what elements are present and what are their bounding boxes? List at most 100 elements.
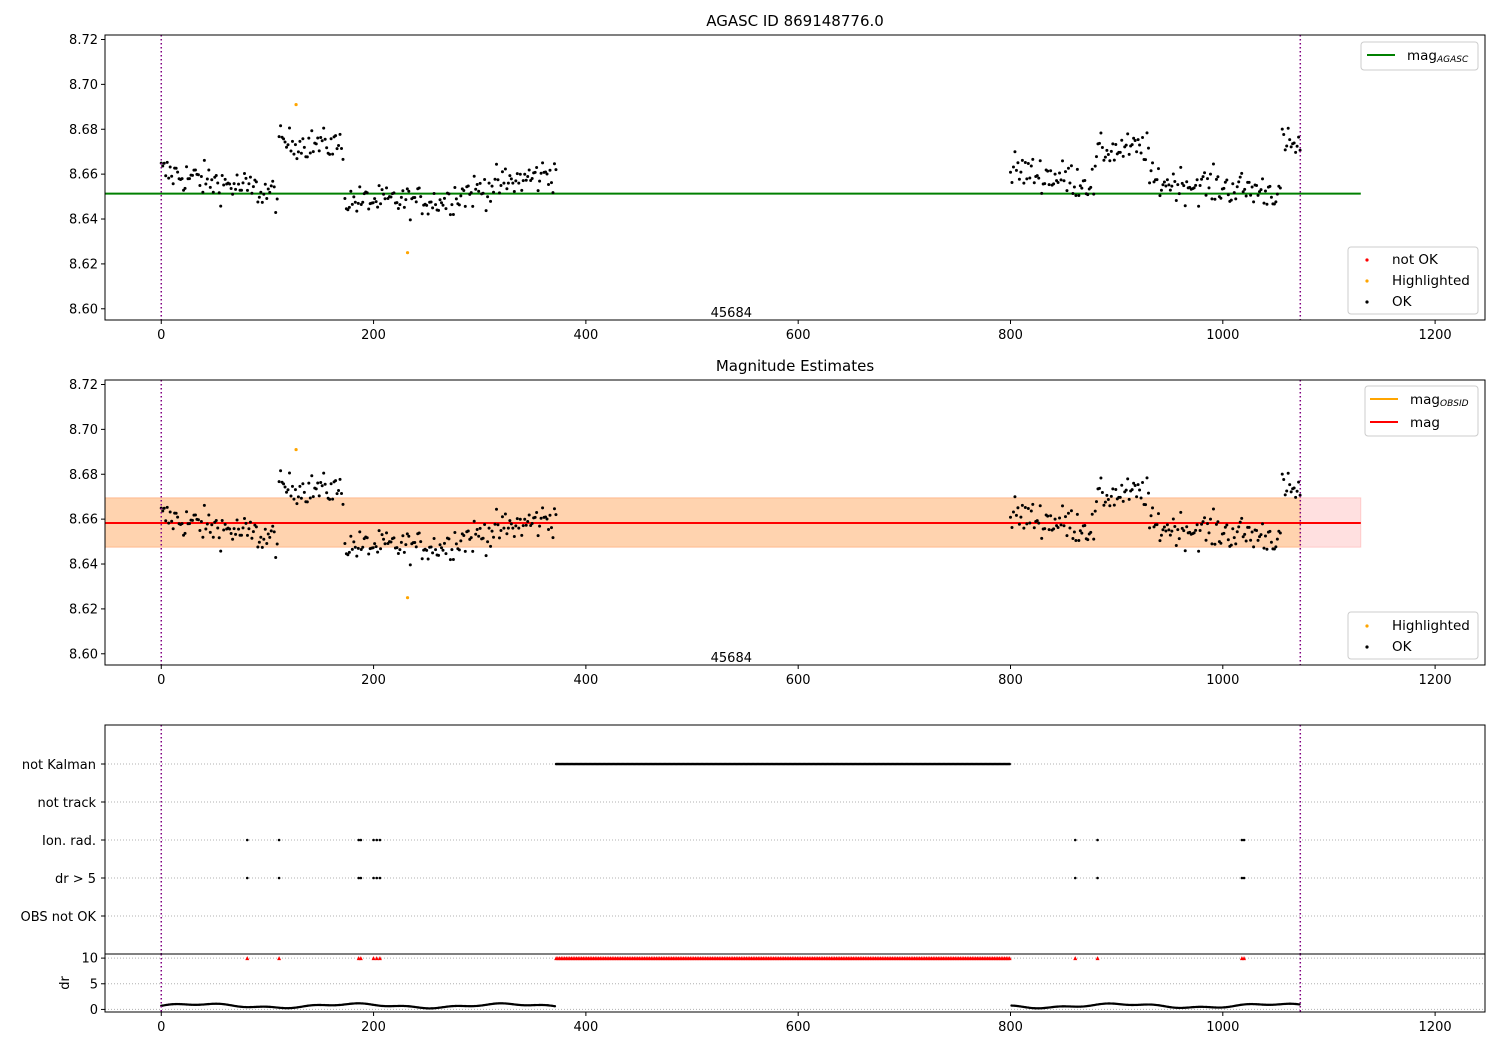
agasc-ok-point	[1010, 181, 1014, 185]
estimates-panel: Magnitude Estimates 0 200 400 600 800 1000 120…	[69, 357, 1486, 688]
estimates-ok-point	[1232, 536, 1236, 540]
agasc-ok-point	[1165, 178, 1169, 182]
estimates-x-tick-label: 600	[786, 673, 811, 688]
agasc-ok-point	[240, 188, 244, 192]
estimates-ok-point	[202, 503, 206, 507]
agasc-ok-point	[1144, 158, 1148, 162]
agasc-ok-point	[1090, 167, 1094, 171]
agasc-ok-point	[1074, 194, 1078, 198]
estimates-ok-point	[1047, 528, 1051, 532]
estimates-ok-point	[320, 484, 324, 488]
agasc-ok-point	[358, 185, 362, 189]
estimates-ok-point	[1061, 504, 1065, 508]
agasc-ok-point	[207, 168, 211, 172]
agasc-ok-point	[335, 147, 339, 151]
agasc-ok-point	[1099, 131, 1103, 135]
agasc-ok-point	[340, 146, 344, 150]
estimates-ok-point	[1292, 486, 1296, 490]
estimates-ok-point	[414, 545, 418, 549]
estimates-ok-point	[420, 557, 424, 561]
estimates-ok-point	[1177, 537, 1181, 541]
estimates-ok-point	[176, 515, 180, 519]
estimates-ok-point	[1226, 538, 1230, 542]
agasc-ok-point	[538, 179, 542, 183]
flags-flag-point	[245, 838, 249, 842]
estimates-ok-point	[492, 535, 496, 539]
agasc-x-tick-label: 0	[157, 328, 165, 343]
estimates-ok-point	[1028, 521, 1032, 525]
estimates-ok-point	[308, 496, 312, 500]
agasc-ok-point	[1049, 169, 1053, 173]
agasc-ok-point	[211, 190, 215, 194]
flags-y-tick-label: OBS not OK	[21, 910, 97, 925]
estimates-ok-point	[444, 552, 448, 556]
svg-text:magOBSID: magOBSID	[1410, 392, 1469, 409]
estimates-ok-point	[242, 517, 246, 521]
agasc-ok-point	[268, 190, 272, 194]
agasc-ok-point	[489, 199, 493, 203]
agasc-ok-point	[1083, 179, 1087, 183]
agasc-ok-point	[1249, 193, 1253, 197]
agasc-ok-point	[355, 209, 359, 213]
flags-flag-point	[357, 876, 361, 880]
estimates-ok-point	[483, 522, 487, 526]
agasc-ok-point	[1040, 191, 1044, 195]
agasc-ok-point	[1020, 158, 1024, 162]
estimates-ok-point	[1158, 539, 1162, 543]
estimates-ok-point	[1023, 505, 1027, 509]
agasc-ok-point	[1112, 158, 1116, 162]
estimates-ok-point	[1059, 523, 1063, 527]
agasc-ok-point	[1244, 194, 1248, 198]
estimates-ok-point	[257, 540, 261, 544]
estimates-ok-point	[417, 531, 421, 535]
agasc-ok-point	[484, 209, 488, 213]
estimates-ok-point	[1035, 519, 1039, 523]
agasc-x-axis: 0 200 400 600 800 1000 1200	[157, 320, 1452, 343]
estimates-ok-point	[457, 548, 461, 552]
agasc-ok-point	[352, 195, 356, 199]
flags-flag-point	[372, 876, 375, 880]
agasc-ok-point	[530, 176, 534, 180]
estimates-ok-point	[1068, 526, 1072, 530]
agasc-ok-point	[257, 195, 261, 199]
agasc-ok-point	[1056, 180, 1060, 184]
estimates-ok-point	[407, 534, 411, 538]
agasc-ok-point	[463, 204, 467, 208]
agasc-ok-point	[477, 189, 481, 193]
dr-clipped-marker	[374, 956, 379, 961]
estimates-ok-point	[1029, 509, 1033, 513]
estimates-ok-point	[347, 550, 351, 554]
estimates-ok-point	[477, 534, 481, 538]
agasc-ok-point	[549, 181, 553, 185]
estimates-ok-point	[310, 474, 314, 478]
agasc-ok-point	[1282, 132, 1286, 136]
agasc-ok-point	[359, 203, 363, 207]
estimates-ok-point	[1062, 524, 1066, 528]
agasc-ok-point	[402, 205, 406, 209]
estimates-ok-point	[1105, 493, 1109, 497]
estimates-ok-point	[1179, 510, 1183, 514]
estimates-ok-point	[338, 477, 342, 481]
estimates-ok-point	[1170, 529, 1174, 533]
estimates-ok-point	[518, 517, 522, 521]
estimates-ok-point	[287, 471, 291, 475]
estimates-ok-point	[523, 517, 527, 521]
estimates-ok-point	[229, 532, 233, 536]
estimates-ok-point	[346, 553, 350, 557]
estimates-ok-point	[296, 495, 300, 499]
estimates-ok-point	[466, 529, 470, 533]
agasc-ok-point	[1161, 183, 1165, 187]
dr-y-axis: 0 5 10	[81, 952, 105, 1018]
agasc-ok-point	[545, 172, 549, 176]
estimates-ok-point	[1078, 529, 1082, 533]
estimates-ok-point	[263, 527, 267, 531]
estimates-ok-point	[514, 524, 518, 528]
agasc-ok-point	[251, 185, 255, 189]
estimates-ok-point	[1268, 529, 1272, 533]
estimates-ok-point	[1130, 488, 1134, 492]
estimates-ok-point	[329, 482, 333, 486]
estimates-ok-point	[220, 519, 224, 523]
agasc-ok-point	[265, 197, 269, 201]
estimates-x-tick-label: 1000	[1206, 673, 1239, 688]
estimates-ok-point	[401, 534, 405, 538]
